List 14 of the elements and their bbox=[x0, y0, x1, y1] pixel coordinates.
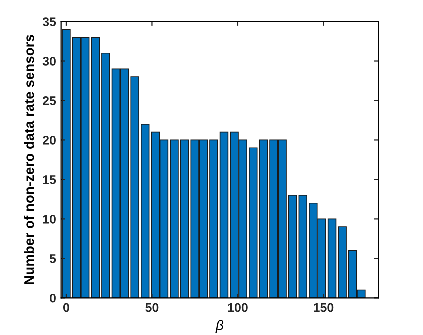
x-tick-label: 0 bbox=[64, 303, 70, 312]
y-tick-label: 20 bbox=[43, 136, 56, 145]
y-tick-label: 15 bbox=[43, 176, 56, 184]
y-axis-title: Number of non-zero data rate sensors bbox=[24, 35, 34, 284]
y-tick-label: 5 bbox=[50, 254, 56, 264]
y-tick-label: 0 bbox=[50, 294, 56, 303]
y-tick-label: 25 bbox=[43, 96, 56, 106]
y-tick-label: 35 bbox=[42, 18, 56, 26]
x-tick-label: 100 bbox=[228, 303, 248, 312]
y-tick-label: 10 bbox=[43, 214, 56, 224]
x-axis-title: β bbox=[216, 320, 224, 334]
x-tick-label: 50 bbox=[146, 303, 159, 312]
x-tick-label: 150 bbox=[314, 303, 334, 312]
y-tick-label: 30 bbox=[42, 57, 56, 66]
